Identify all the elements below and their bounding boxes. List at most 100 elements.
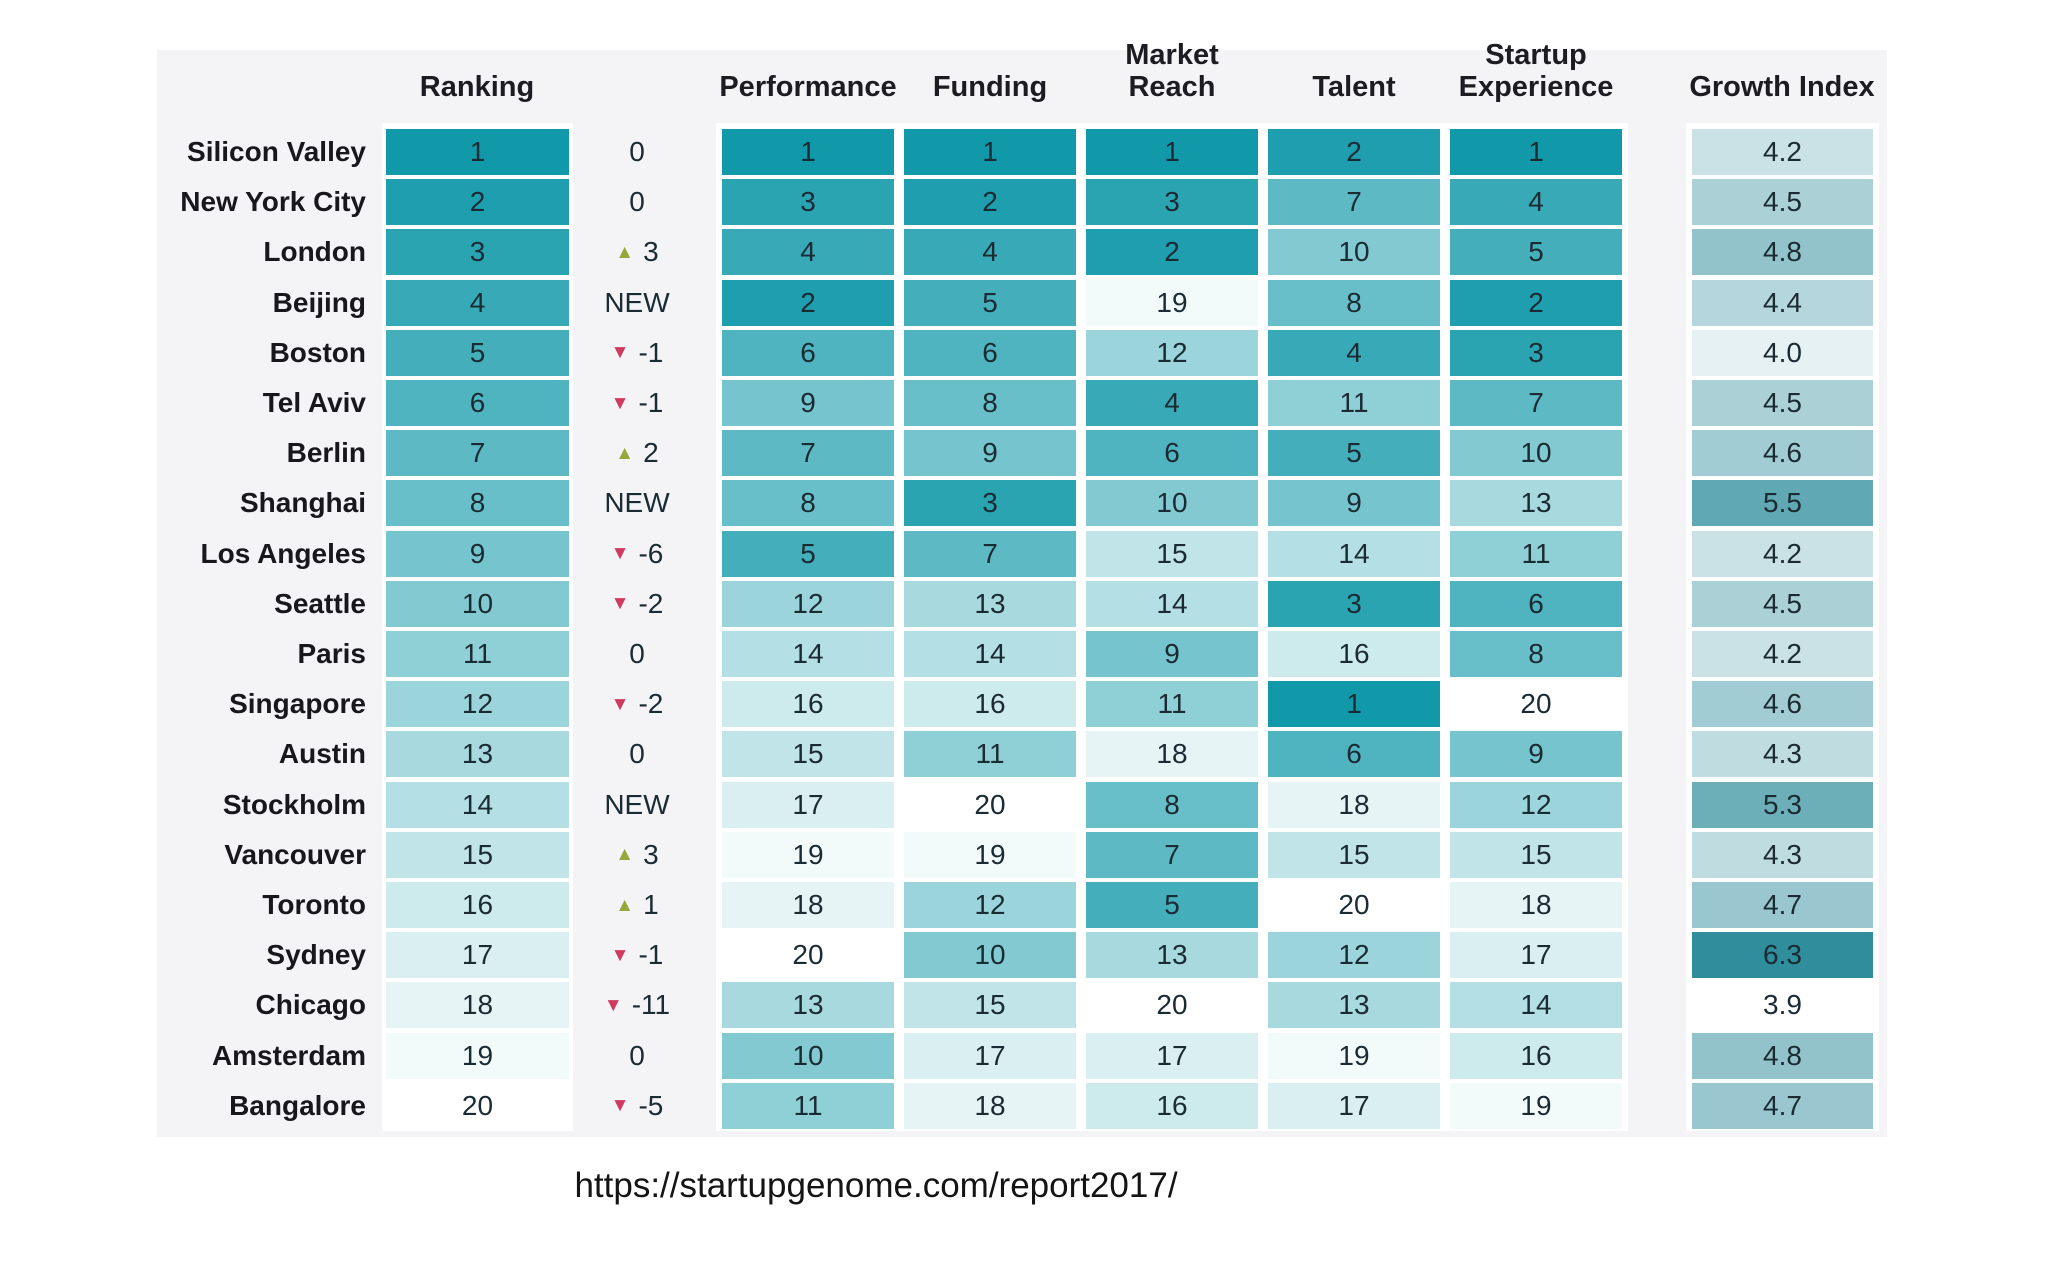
performance-cell: 6 — [722, 329, 894, 376]
funding-cell: 4 — [904, 229, 1076, 276]
city-label: Paris — [297, 638, 367, 669]
startup-experience-cell: 11 — [1450, 530, 1622, 577]
performance-cell: 2 — [722, 279, 894, 326]
talent-cell: 15 — [1268, 831, 1440, 878]
market-reach-cell: 17 — [1086, 1032, 1258, 1079]
city-label: Chicago — [255, 989, 366, 1021]
market-reach-cell: 13 — [1086, 932, 1258, 979]
performance-cell: 7 — [722, 430, 894, 477]
table-row: London 3 ▲ 3 4 4 2 10 5 4.8 — [0, 229, 2048, 276]
startup-experience-cell: 20 — [1450, 681, 1622, 728]
market-reach-cell: 4 — [1086, 380, 1258, 426]
down-arrow-icon: ▼ — [610, 693, 630, 715]
startup-experience-cell: 16 — [1450, 1032, 1622, 1079]
growth-index-cell: 4.8 — [1692, 229, 1873, 276]
growth-index-cell: 4.5 — [1692, 380, 1873, 426]
down-arrow-icon: ▼ — [610, 392, 630, 414]
city-label: Vancouver — [224, 838, 366, 870]
talent-cell: 13 — [1268, 982, 1440, 1029]
ranking-cell: 11 — [386, 631, 569, 677]
talent-cell: 18 — [1268, 781, 1440, 828]
funding-cell: 10 — [904, 932, 1076, 979]
change-cell: ▼ -1 — [570, 380, 704, 426]
market-reach-cell: 5 — [1086, 882, 1258, 928]
ranking-cell: 16 — [386, 882, 569, 928]
down-arrow-icon: ▼ — [610, 1095, 630, 1117]
table-row: Austin 13 0 15 11 18 6 9 4.3 — [0, 731, 2048, 778]
city-label: New York City — [180, 186, 366, 218]
funding-cell: 16 — [904, 681, 1076, 728]
funding-cell: 5 — [904, 279, 1076, 326]
change-cell: ▼ -6 — [570, 531, 704, 577]
city-label: Singapore — [229, 688, 366, 720]
change-label: 0 — [629, 638, 645, 669]
city-label: Beijing — [272, 286, 366, 318]
market-reach-cell: 6 — [1086, 430, 1258, 477]
talent-cell: 6 — [1268, 731, 1440, 778]
funding-cell: 17 — [904, 1032, 1076, 1079]
table-row: Chicago 18 ▼ -11 13 15 20 13 14 3.9 — [0, 982, 2048, 1029]
talent-cell: 19 — [1268, 1032, 1440, 1079]
down-arrow-icon: ▼ — [610, 593, 630, 615]
city-label: London — [263, 236, 366, 268]
table-row: Singapore 12 ▼ -2 16 16 11 1 20 4.6 — [0, 681, 2048, 728]
change-label: NEW — [604, 788, 670, 820]
change-label: -6 — [638, 537, 664, 569]
change-cell: 0 — [570, 631, 704, 677]
growth-index-cell: 4.2 — [1692, 530, 1873, 577]
startup-experience-cell: 1 — [1450, 129, 1622, 175]
ranking-cell: 18 — [386, 982, 569, 1029]
performance-cell: 16 — [722, 681, 894, 728]
col-header-market-reach: Market Reach — [1125, 39, 1219, 104]
change-label: -2 — [638, 587, 664, 619]
table-row: Tel Aviv 6 ▼ -1 9 8 4 11 7 4.5 — [0, 380, 2048, 426]
startup-experience-cell: 9 — [1450, 731, 1622, 778]
col-header-growth-index: Growth Index — [1689, 71, 1875, 104]
growth-index-cell: 4.3 — [1692, 731, 1873, 778]
change-cell: ▼ -2 — [570, 681, 704, 727]
talent-cell: 17 — [1268, 1082, 1440, 1129]
growth-index-cell: 4.7 — [1692, 1082, 1873, 1129]
ranking-cell: 9 — [386, 530, 569, 577]
market-reach-cell: 10 — [1086, 480, 1258, 527]
growth-index-cell: 3.9 — [1692, 982, 1873, 1029]
change-cell: ▲ 2 — [570, 430, 704, 476]
talent-cell: 12 — [1268, 932, 1440, 979]
down-arrow-icon: ▼ — [610, 944, 630, 966]
funding-cell: 7 — [904, 530, 1076, 577]
col-header-funding: Funding — [932, 71, 1048, 104]
ranking-cell: 10 — [386, 580, 569, 627]
market-reach-cell: 14 — [1086, 580, 1258, 627]
change-label: 0 — [629, 738, 645, 770]
growth-index-cell: 4.7 — [1692, 882, 1873, 928]
change-cell: 0 — [570, 1033, 704, 1079]
talent-cell: 10 — [1268, 229, 1440, 276]
city-label: Silicon Valley — [187, 136, 366, 167]
ranking-cell: 17 — [386, 932, 569, 979]
startup-experience-cell: 12 — [1450, 781, 1622, 828]
up-arrow-icon: ▲ — [615, 241, 635, 263]
talent-cell: 11 — [1268, 380, 1440, 426]
performance-cell: 14 — [722, 631, 894, 677]
table-row: Vancouver 15 ▲ 3 19 19 7 15 15 4.3 — [0, 831, 2048, 878]
funding-cell: 19 — [904, 831, 1076, 878]
city-label: Bangalore — [229, 1089, 366, 1121]
performance-cell: 12 — [722, 580, 894, 627]
performance-cell: 19 — [722, 831, 894, 878]
change-label: 0 — [629, 136, 645, 167]
city-label: Seattle — [274, 587, 366, 619]
startup-experience-cell: 18 — [1450, 882, 1622, 928]
growth-index-cell: 5.3 — [1692, 781, 1873, 828]
talent-cell: 4 — [1268, 329, 1440, 376]
up-arrow-icon: ▲ — [615, 844, 635, 866]
performance-cell: 11 — [722, 1082, 894, 1129]
col-header-startup-experience: Startup Experience — [1458, 39, 1614, 104]
table-row: Seattle 10 ▼ -2 12 13 14 3 6 4.5 — [0, 580, 2048, 627]
table-row: Shanghai 8 NEW 8 3 10 9 13 5.5 — [0, 480, 2048, 527]
talent-cell: 2 — [1268, 129, 1440, 175]
growth-index-cell: 4.5 — [1692, 580, 1873, 627]
talent-cell: 16 — [1268, 631, 1440, 677]
startup-experience-cell: 2 — [1450, 279, 1622, 326]
down-arrow-icon: ▼ — [603, 994, 623, 1016]
city-label: Shanghai — [239, 487, 366, 519]
